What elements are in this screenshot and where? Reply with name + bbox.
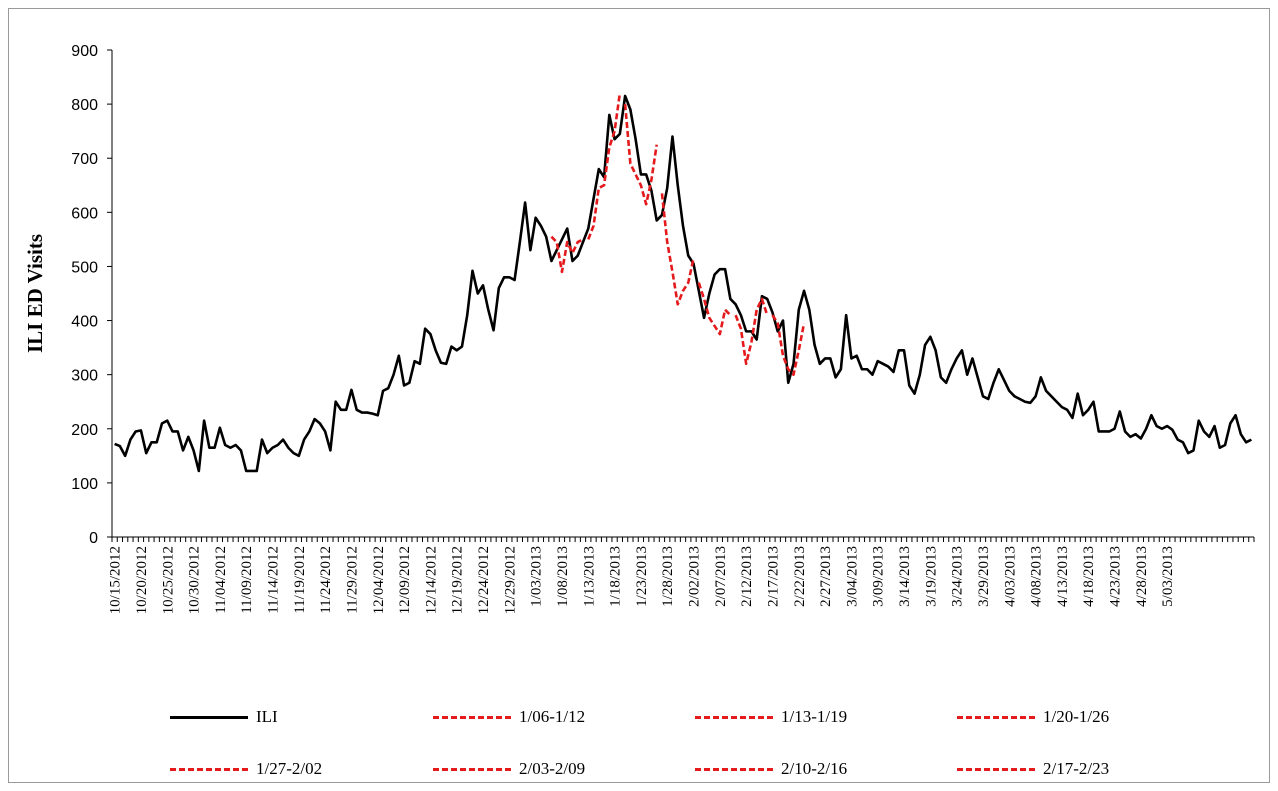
- x-tick-label: 2/22/2013: [792, 546, 808, 607]
- x-tick-label: 12/14/2012: [423, 546, 439, 614]
- x-tick-label: 10/20/2012: [134, 546, 150, 614]
- forecast-series-line-6: [734, 297, 769, 366]
- x-tick-label: 3/14/2013: [897, 546, 913, 607]
- x-tick-label: 2/17/2013: [765, 546, 781, 607]
- x-tick-label: 1/18/2013: [608, 546, 624, 607]
- chart-frame: [8, 8, 1270, 783]
- y-tick-label: 700: [71, 151, 98, 168]
- x-tick-label: 3/24/2013: [950, 546, 966, 607]
- x-tick-label: 12/04/2012: [371, 546, 387, 614]
- y-tick-label: 100: [71, 476, 98, 493]
- x-tick-label: 5/03/2013: [1160, 546, 1176, 607]
- x-tick-label: 11/04/2012: [213, 546, 229, 614]
- forecast-series-line-5: [697, 282, 732, 336]
- x-tick-label: 1/08/2013: [555, 546, 571, 607]
- x-tick-label: 10/15/2012: [108, 546, 124, 614]
- x-tick-label: 2/27/2013: [818, 546, 834, 607]
- x-tick-label: 3/04/2013: [844, 546, 860, 607]
- forecast-series-line-1: [550, 235, 584, 274]
- x-tick-label: 1/13/2013: [581, 546, 597, 607]
- forecast-series-line-4: [660, 193, 695, 306]
- x-tick-label: 1/03/2013: [529, 546, 545, 607]
- x-tick-label: 12/09/2012: [397, 546, 413, 614]
- x-tick-label: 10/25/2012: [160, 546, 176, 614]
- x-tick-label: 3/29/2013: [976, 546, 992, 607]
- x-tick-label: 2/07/2013: [713, 546, 729, 607]
- y-tick-label: 500: [71, 259, 98, 276]
- forecast-series-line-7: [771, 314, 806, 376]
- x-tick-label: 4/28/2013: [1134, 546, 1150, 607]
- x-tick-label: 11/14/2012: [266, 546, 282, 614]
- x-tick-label: 3/19/2013: [923, 546, 939, 607]
- y-tick-label: 0: [89, 530, 98, 547]
- x-tick-label: 4/08/2013: [1029, 546, 1045, 607]
- x-tick-label: 11/19/2012: [292, 546, 308, 614]
- x-tick-label: 4/13/2013: [1055, 546, 1071, 607]
- x-tick-label: 1/23/2013: [634, 546, 650, 607]
- x-tick-label: 12/24/2012: [476, 546, 492, 614]
- forecast-series-line-3: [623, 103, 658, 206]
- ili-series-line: [114, 94, 1252, 473]
- x-tick-label: 2/02/2013: [687, 546, 703, 607]
- y-tick-label: 300: [71, 368, 98, 385]
- x-tick-label: 2/12/2013: [739, 546, 755, 607]
- x-tick-label: 4/18/2013: [1081, 546, 1097, 607]
- y-tick-label: 600: [71, 205, 98, 222]
- y-tick-label: 200: [71, 422, 98, 439]
- y-axis-title: ILI ED Visits: [23, 234, 47, 353]
- y-tick-label: 900: [71, 43, 98, 60]
- x-tick-label: 11/09/2012: [239, 546, 255, 614]
- y-tick-label: 800: [71, 97, 98, 114]
- x-tick-label: 12/29/2012: [502, 546, 518, 614]
- x-tick-label: 12/19/2012: [450, 546, 466, 614]
- y-tick-label: 400: [71, 314, 98, 331]
- x-tick-label: 10/30/2012: [187, 546, 203, 614]
- x-tick-label: 4/23/2013: [1108, 546, 1124, 607]
- x-tick-label: 11/29/2012: [344, 546, 360, 614]
- x-tick-label: 3/09/2013: [871, 546, 887, 607]
- x-tick-label: 11/24/2012: [318, 546, 334, 614]
- x-tick-label: 4/03/2013: [1002, 546, 1018, 607]
- forecast-series-line-2: [587, 93, 622, 240]
- x-tick-label: 1/28/2013: [660, 546, 676, 607]
